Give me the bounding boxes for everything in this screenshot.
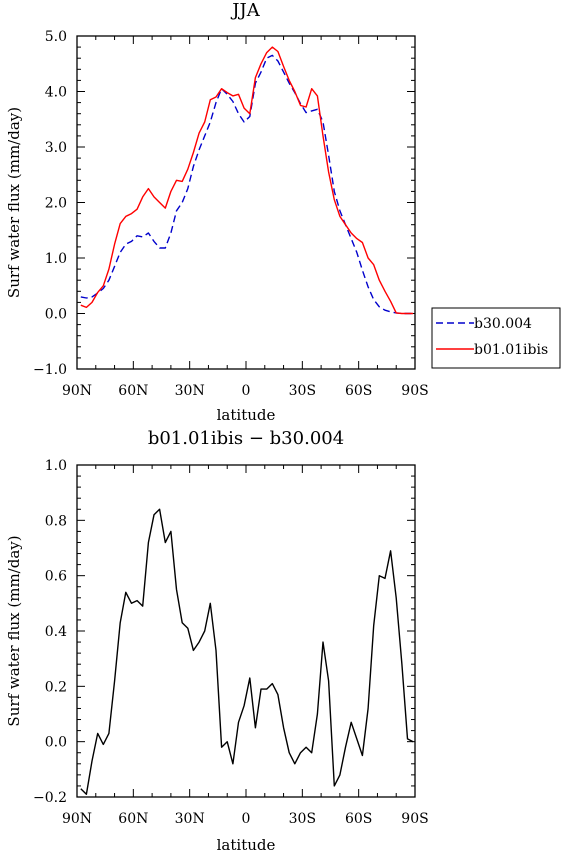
x-tick-label: 30S <box>289 383 316 399</box>
plot-frame <box>76 35 416 370</box>
y-axis-label: Surf water flux (mm/day) <box>5 535 23 726</box>
y-tick-label: −0.2 <box>33 790 67 806</box>
x-tick-label: 60S <box>345 383 372 399</box>
legend-label: b01.01ibis <box>474 342 548 358</box>
x-tick-label: 30S <box>289 811 316 827</box>
y-axis-label: Surf water flux (mm/day) <box>5 107 23 298</box>
legend: b30.004 b01.01ibis <box>431 307 561 369</box>
y-tick-label: 1.0 <box>45 251 67 267</box>
legend-box <box>431 307 561 369</box>
y-tick-label: 2.0 <box>45 196 67 212</box>
y-tick-label: 0.6 <box>45 569 67 585</box>
x-tick-label: 60N <box>118 383 148 399</box>
y-tick-label: 1.0 <box>45 458 67 474</box>
legend-label: b30.004 <box>474 316 532 332</box>
x-tick-label: 90S <box>401 811 428 827</box>
x-axis-label: latitude <box>217 406 276 424</box>
plot-frame <box>76 464 416 798</box>
series-line-b30-004 <box>80 54 414 315</box>
y-tick-label: 4.0 <box>45 85 67 101</box>
chart-title: JJA <box>230 0 260 21</box>
y-tick-label: 0.2 <box>45 679 67 695</box>
x-tick-label: 30N <box>175 383 205 399</box>
y-tick-label: −1.0 <box>33 362 67 378</box>
y-tick-label: 0.0 <box>45 307 67 323</box>
series-line-b01-01ibis <box>80 46 414 315</box>
bottom-panel: 90N 60N 30N 0 30S 60S 90S −0.2 0.0 0.2 0.4 0.6 0.8 1.… <box>5 428 429 851</box>
y-tick-label: 3.0 <box>45 140 67 156</box>
y-tick-label: 0.0 <box>45 735 67 751</box>
x-axis-label: latitude <box>217 836 276 851</box>
y-tick-label: 5.0 <box>45 29 67 45</box>
difference-line <box>80 508 414 795</box>
x-tick-label: 0 <box>242 383 251 399</box>
y-tick-label: 0.4 <box>45 624 67 640</box>
x-tick-label: 60S <box>345 811 372 827</box>
x-tick-label: 90S <box>401 383 428 399</box>
x-tick-label: 60N <box>118 811 148 827</box>
y-tick-label: 0.8 <box>45 513 67 529</box>
top-panel: 90N 60N 30N 0 30S 60S 90S −1.0 0.0 1.0 2.0 3.0 4.0 5.… <box>5 0 561 424</box>
x-tick-label: 0 <box>242 811 251 827</box>
chart-title: b01.01ibis − b30.004 <box>148 428 344 449</box>
x-tick-label: 30N <box>175 811 205 827</box>
x-tick-label: 90N <box>62 811 92 827</box>
x-tick-label: 90N <box>62 383 92 399</box>
